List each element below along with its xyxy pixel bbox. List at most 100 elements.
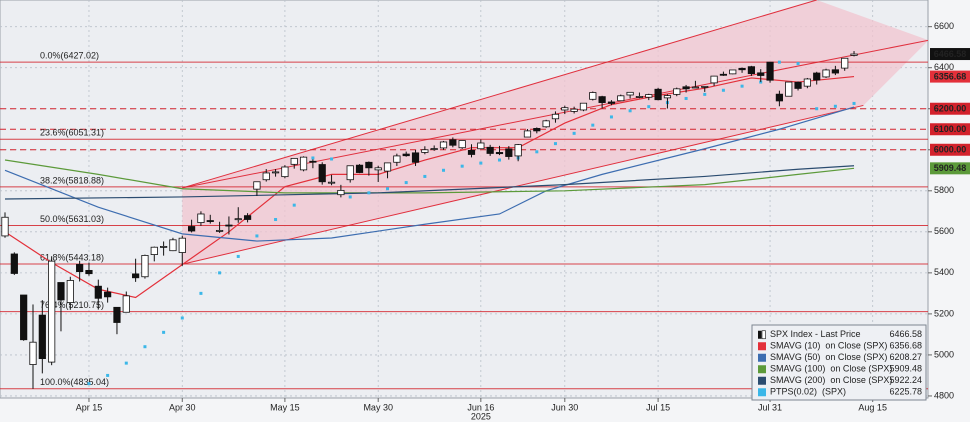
sar-dot [423,174,427,178]
value-tag-label: 6356.68 [934,71,967,81]
candle-body [533,128,541,132]
value-tag-label: 6000.00 [934,145,967,155]
sar-dot [274,218,278,222]
legend-label: PTPS(0.02) (SPX) [770,387,846,397]
channel-fill [182,0,928,265]
y-tick-label: 5600 [934,226,954,236]
candle-body [495,152,504,155]
x-tick-label: Jul 31 [758,402,782,412]
legend-label: SPX Index - Last Price [770,329,861,339]
candle-body [673,88,681,95]
candle-body [402,153,410,157]
candle-body [794,81,802,89]
value-tag-label: 6200.00 [934,104,967,114]
x-tick-label: Apr 15 [76,402,103,412]
legend-value: 6225.78 [889,387,922,397]
candle-body [841,57,849,69]
candle-body [10,253,18,274]
candle-body [701,85,709,88]
legend-value: 6466.58 [889,329,922,339]
candle-body [383,162,392,172]
candle-body [76,264,84,273]
candle-body [561,107,569,111]
fib-label: 61.8%(5443.18) [40,252,104,262]
candle-body [617,95,625,102]
candle-body [169,239,177,252]
sar-dot [460,164,464,168]
legend-label: SMAVG (50) on Close (SPX) [770,352,887,362]
candle-body [29,341,37,365]
candle-body [374,167,382,171]
sar-dot [330,157,334,161]
candle-body [160,245,168,248]
legend-swatch [761,330,766,340]
value-tag-label: 6466.58 [934,49,967,59]
candle-body [729,69,737,75]
sar-dot [292,203,296,207]
y-tick-label: 6400 [934,62,954,72]
candle-body [104,291,112,298]
value-tag [930,102,970,115]
candle-body [766,61,774,81]
candle-body [122,295,130,313]
candle-body [197,213,205,223]
candle-body [570,108,578,112]
candle-body [719,73,728,76]
x-tick-label: Jun 16 [467,402,494,412]
candle-body [262,172,270,181]
sar-dot [777,60,781,64]
y-tick-label: 5200 [934,308,954,318]
candle-body [505,148,513,157]
y-tick-label: 5800 [934,185,954,195]
candle-body [467,149,476,155]
candle-body [85,269,93,275]
candle-body [234,218,242,221]
sar-dot [180,316,184,320]
sar-dot [852,101,856,105]
fib-label: 100.0%(4835.04) [40,377,109,387]
moving-average [4,165,855,200]
sar-dot [553,142,557,146]
candle-body [458,140,466,149]
candle-body [150,246,158,255]
value-tag [930,162,970,175]
sar-dot [479,161,483,165]
channel-line [182,104,864,265]
value-tag-label: 5909.48 [934,163,967,173]
sar-dot [609,115,613,119]
candle-body [66,280,74,304]
sar-dot [218,271,222,275]
candle-body [803,78,811,87]
value-tag [930,70,970,83]
x-tick-label: Jul 15 [646,402,670,412]
candle-body [822,69,830,78]
sar-dot [87,382,91,386]
legend-swatch [758,365,766,374]
sar-dot [833,104,837,108]
x-tick-label: May 30 [363,402,393,412]
sar-dot [759,80,763,84]
legend-value: 6356.68 [889,341,922,351]
sar-dot [591,123,595,127]
candle-body [831,69,839,74]
sar-dot [647,105,651,109]
candle-body [635,96,644,98]
sar-dot [404,181,408,185]
sar-dot [497,158,501,162]
sar-dot [143,345,147,349]
candle-body [38,314,46,360]
candle-body [1,216,9,237]
candle-body [187,226,196,232]
candle-body [290,157,298,165]
candle-body [682,86,690,90]
x-tick-label: Jun 30 [551,402,578,412]
candle-body [327,181,336,184]
candle-body [654,88,662,101]
year-label: 2025 [471,411,491,421]
channel-line [182,0,817,189]
candle-body [132,273,140,279]
candle-body [20,294,28,341]
